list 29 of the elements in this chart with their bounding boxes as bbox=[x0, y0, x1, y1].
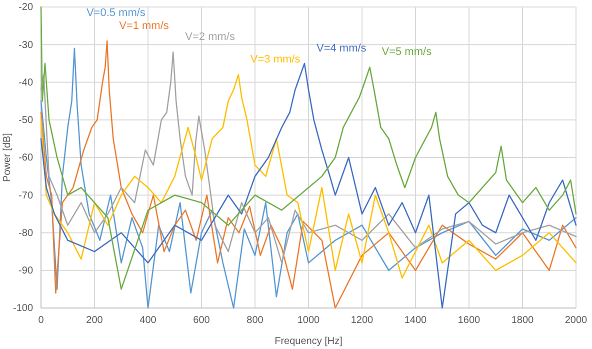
series-label: V=2 mm/s bbox=[185, 31, 236, 44]
x-axis-title: Frequency [Hz] bbox=[274, 336, 343, 347]
x-tick-label: 400 bbox=[140, 315, 157, 326]
y-axis-title: Power [dB] bbox=[2, 132, 13, 182]
series-label: V=3 mm/s bbox=[250, 54, 301, 66]
x-tick-label: 2000 bbox=[564, 315, 588, 326]
y-tick-label: -30 bbox=[18, 40, 34, 51]
x-tick-label: 1200 bbox=[350, 315, 374, 326]
x-tick-label: 1800 bbox=[511, 315, 534, 326]
y-tick-label: -50 bbox=[18, 115, 34, 126]
y-tick-label: -100 bbox=[12, 303, 34, 314]
x-tick-label: 0 bbox=[38, 315, 44, 326]
y-tick-label: -60 bbox=[18, 152, 34, 164]
series-label: V=1 mm/s bbox=[119, 20, 170, 32]
y-tick-label: -70 bbox=[18, 190, 34, 202]
x-tick-label: 200 bbox=[86, 315, 104, 326]
x-tick-label: 600 bbox=[193, 315, 210, 326]
series-label: V=4 mm/s bbox=[316, 42, 367, 54]
y-tick-label: -40 bbox=[18, 77, 34, 88]
y-tick-label: -20 bbox=[18, 2, 34, 14]
series-label: V=5 mm/s bbox=[382, 46, 432, 58]
text: V=0.5 mm/s bbox=[86, 6, 146, 19]
y-tick-label: -80 bbox=[18, 228, 34, 239]
x-tick-label: 1600 bbox=[458, 315, 481, 326]
y-tick-label: -90 bbox=[18, 266, 34, 277]
x-tick-label: 1400 bbox=[404, 315, 428, 326]
x-tick-label: 1000 bbox=[297, 315, 320, 326]
line-series bbox=[40, 74, 577, 279]
x-tick-label: 800 bbox=[246, 315, 264, 326]
